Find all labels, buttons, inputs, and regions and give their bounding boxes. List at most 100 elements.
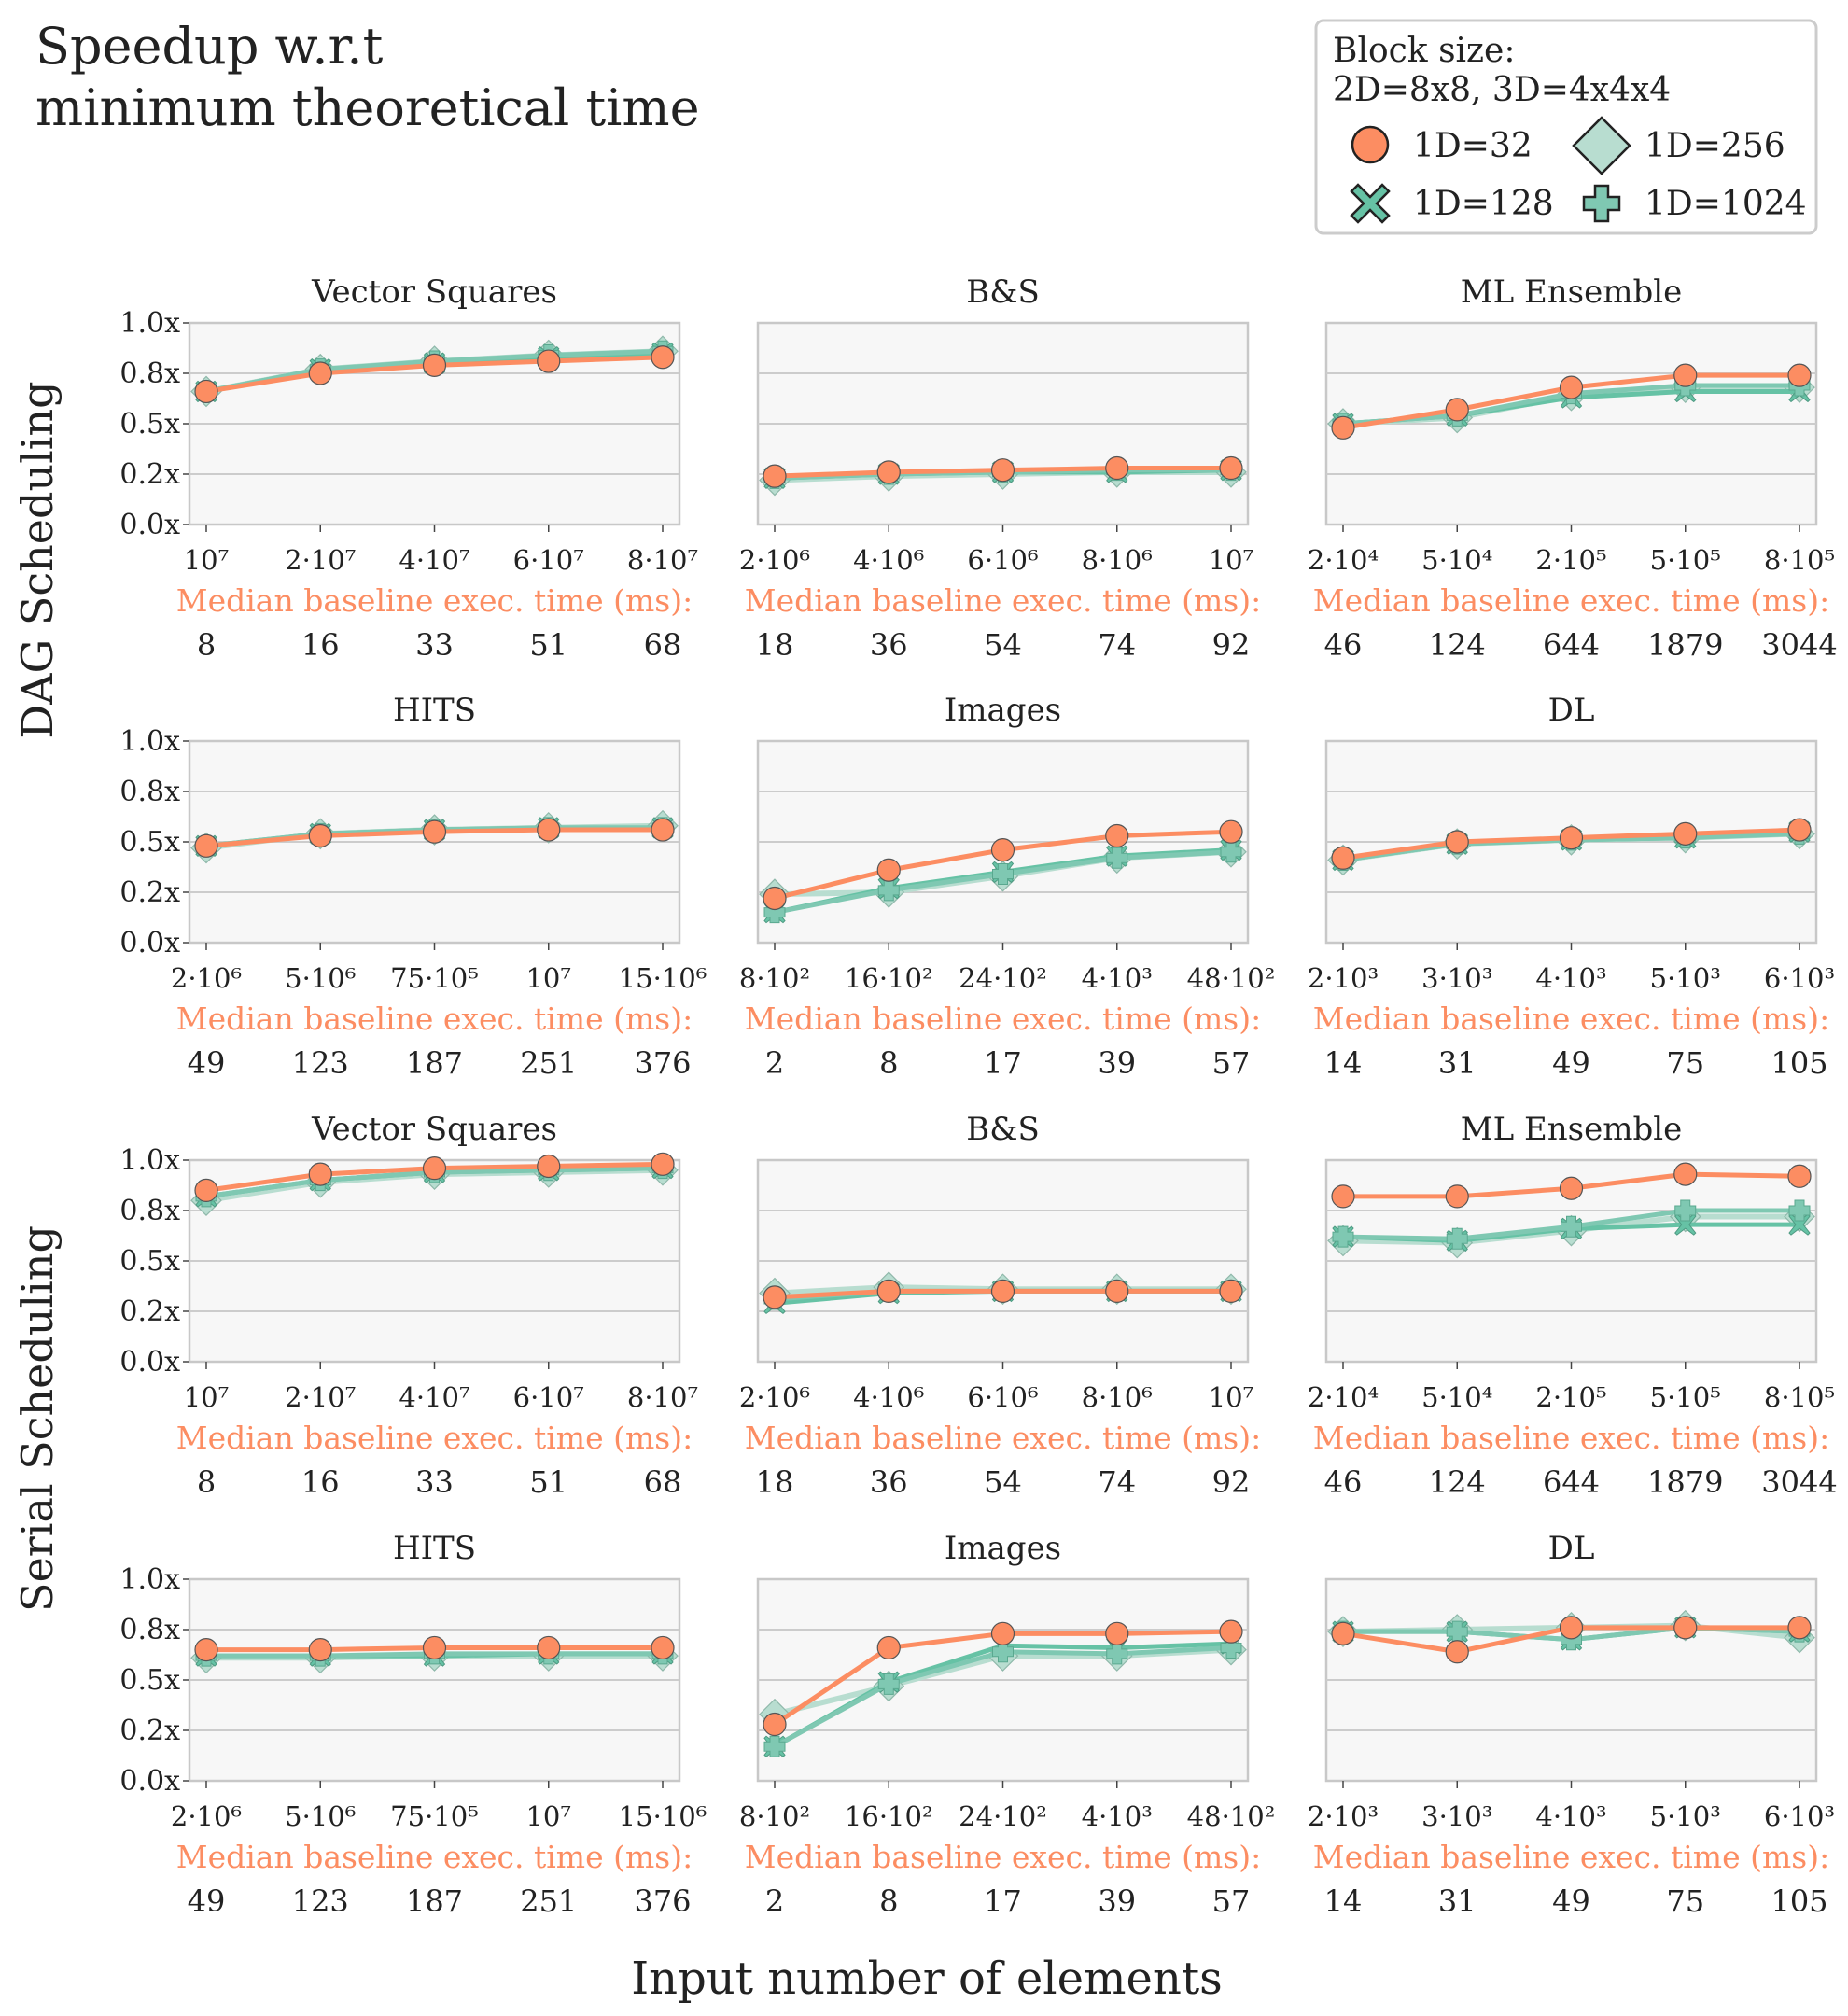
series-1d-32 xyxy=(763,819,1243,911)
panel-title: DL xyxy=(1548,1530,1595,1567)
y-tick-label: 0.0x xyxy=(119,1346,180,1379)
data-point-circle xyxy=(1219,1279,1243,1304)
data-point-circle xyxy=(876,1279,901,1304)
x-tick-label: 5·10⁶ xyxy=(285,1800,356,1832)
panel-images-serial: Images 8·10² 2 16·10² 8 24·10² 17 4·10³ 39 48·10²… xyxy=(739,1530,1275,1919)
x-tick-label: 75·10⁵ xyxy=(390,962,479,994)
baseline-value: 46 xyxy=(1324,627,1363,663)
legend-label-32: 1D=32 xyxy=(1413,127,1533,165)
x-tick-label: 5·10⁵ xyxy=(1650,1381,1721,1413)
data-point-circle xyxy=(1787,1164,1812,1188)
row-label-serial: Serial Scheduling xyxy=(12,1225,63,1612)
baseline-value: 57 xyxy=(1212,1045,1251,1081)
panel-title: Vector Squares xyxy=(311,273,557,311)
y-tick-label: 0.0x xyxy=(119,927,180,959)
x-tick-label: 5·10⁴ xyxy=(1421,544,1492,576)
panel-title: HITS xyxy=(393,692,476,729)
data-point-circle xyxy=(1559,1616,1584,1640)
legend: Block size: 2D=8x8, 3D=4x4x4 1D=32 1D=25… xyxy=(1314,19,1818,235)
x-tick-label: 24·10² xyxy=(959,1800,1047,1832)
data-point-circle xyxy=(651,1152,675,1176)
x-tick-label: 6·10⁷ xyxy=(513,1381,584,1413)
baseline-value: 14 xyxy=(1324,1045,1363,1081)
baseline-value: 16 xyxy=(301,627,340,663)
series-1d-32 xyxy=(194,1635,675,1662)
figure-title-line1: Speedup w.r.t xyxy=(35,17,384,76)
y-tick-label: 0.5x xyxy=(119,826,180,859)
data-point-plus xyxy=(877,879,900,902)
data-point-circle xyxy=(651,818,675,842)
data-point-plus xyxy=(1332,1225,1354,1248)
data-point-plus xyxy=(763,1735,786,1757)
x-tick-label: 2·10⁷ xyxy=(285,544,356,576)
data-point-plus xyxy=(1561,1215,1582,1238)
series-1d-1024 xyxy=(763,1636,1242,1757)
panel-b-s-dag: B&S 2·10⁶ 18 4·10⁶ 36 6·10⁶ 54 8·10⁶ 74 10⁷ 92 Medi… xyxy=(739,273,1261,663)
baseline-label: Median baseline exec. time (ms): xyxy=(1313,1001,1829,1037)
baseline-label: Median baseline exec. time (ms): xyxy=(1313,1420,1829,1456)
series-1d-32 xyxy=(1331,1162,1812,1209)
x-tick-label: 2·10⁵ xyxy=(1535,1381,1606,1413)
panels: 0.0x 0.2x 0.5x 0.8x 1.0x Vector Squares 10⁷ 8 2·… xyxy=(119,273,1837,1919)
data-point-circle xyxy=(1673,1162,1698,1186)
x-tick-label: 4·10³ xyxy=(1535,1800,1606,1832)
x-tick-label: 10⁷ xyxy=(184,544,230,576)
data-point-circle xyxy=(1331,1621,1355,1645)
data-point-circle xyxy=(763,1285,787,1309)
x-tick-label: 4·10³ xyxy=(1082,1800,1153,1832)
data-point-circle xyxy=(876,1635,901,1660)
baseline-value: 17 xyxy=(984,1883,1022,1919)
baseline-value: 46 xyxy=(1324,1464,1363,1500)
data-point-plus xyxy=(1106,1643,1128,1665)
x-tick-label: 8·10² xyxy=(739,962,810,994)
y-tick-label: 0.2x xyxy=(119,1715,180,1747)
panel-ml-ensemble-dag: ML Ensemble 2·10⁴ 46 5·10⁴ 124 2·10⁵ 644 5·10⁵ 1… xyxy=(1308,273,1838,663)
data-point-circle xyxy=(537,349,561,373)
x-tick-label: 75·10⁵ xyxy=(390,1800,479,1832)
baseline-value: 17 xyxy=(984,1045,1022,1081)
x-tick-label: 10⁷ xyxy=(184,1381,230,1413)
data-point-circle xyxy=(194,379,218,404)
x-axis-label: Input number of elements xyxy=(631,1953,1223,2005)
baseline-value: 68 xyxy=(644,1464,682,1500)
baseline-label: Median baseline exec. time (ms): xyxy=(1313,1839,1829,1875)
baseline-value: 92 xyxy=(1212,1464,1251,1500)
baseline-value: 51 xyxy=(529,627,567,663)
legend-title-line2: 2D=8x8, 3D=4x4x4 xyxy=(1333,71,1671,109)
baseline-value: 123 xyxy=(292,1883,349,1919)
panel-title: ML Ensemble xyxy=(1461,273,1683,311)
data-point-circle xyxy=(1445,1184,1469,1209)
series-1d-32 xyxy=(1331,1616,1812,1664)
data-point-circle xyxy=(763,886,787,911)
data-point-circle xyxy=(194,833,218,858)
x-tick-label: 10⁷ xyxy=(525,962,571,994)
x-tick-label: 4·10³ xyxy=(1082,962,1153,994)
legend-box xyxy=(1314,19,1818,235)
x-tick-label: 8·10⁵ xyxy=(1764,544,1835,576)
data-point-circle xyxy=(1445,1640,1469,1664)
x-tick-label: 5·10⁶ xyxy=(285,962,356,994)
y-tick-label: 0.5x xyxy=(119,1245,180,1278)
data-point-circle xyxy=(537,1635,561,1660)
x-tick-label: 4·10⁶ xyxy=(853,1381,924,1413)
x-tick-label: 8·10⁷ xyxy=(627,544,698,576)
baseline-value: 18 xyxy=(756,1464,794,1500)
y-tick-label: 1.0x xyxy=(119,307,180,340)
baseline-label: Median baseline exec. time (ms): xyxy=(1313,582,1829,619)
baseline-value: 18 xyxy=(756,627,794,663)
data-point-plus xyxy=(1220,841,1242,863)
x-tick-label: 3·10³ xyxy=(1421,1800,1492,1832)
panel-title: ML Ensemble xyxy=(1461,1111,1683,1148)
data-point-circle xyxy=(1787,1616,1812,1640)
x-tick-label: 48·10² xyxy=(1187,1800,1276,1832)
x-tick-label: 6·10³ xyxy=(1764,1800,1835,1832)
baseline-label: Median baseline exec. time (ms): xyxy=(745,1420,1261,1456)
y-tick-label: 0.8x xyxy=(119,1614,180,1646)
panel-b-s-serial: B&S 2·10⁶ 18 4·10⁶ 36 6·10⁶ 54 8·10⁶ 74 10⁷ 92 Medi… xyxy=(739,1111,1261,1500)
panel-dl-dag: DL 2·10³ 14 3·10³ 31 4·10³ 49 5·10³ 75 6·10³ 105 Me… xyxy=(1308,692,1835,1081)
data-point-circle xyxy=(763,1712,787,1737)
x-tick-label: 5·10³ xyxy=(1650,1800,1721,1832)
baseline-value: 187 xyxy=(406,1883,463,1919)
panel-title: DL xyxy=(1548,692,1595,729)
